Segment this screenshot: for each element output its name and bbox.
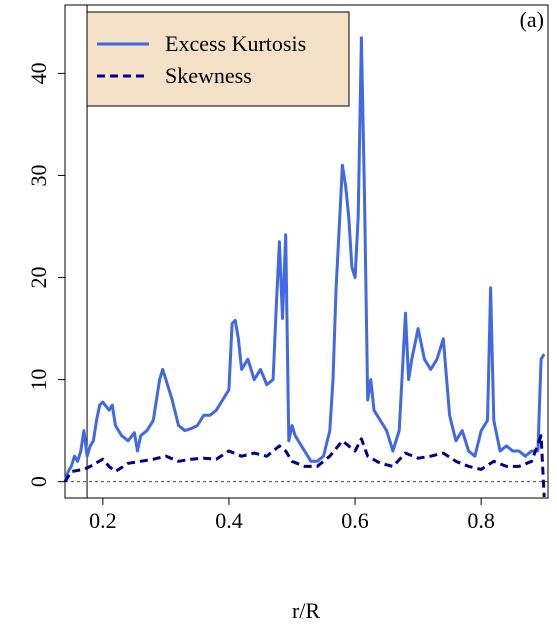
x-tick-label: 0.4 xyxy=(215,508,243,533)
legend-label: Excess Kurtosis xyxy=(165,31,306,56)
x-tick-label: 0.8 xyxy=(467,508,495,533)
y-tick-label: 0 xyxy=(26,476,51,487)
data-line xyxy=(63,36,546,483)
plot-frame xyxy=(64,4,549,499)
x-tick-label: 0.2 xyxy=(89,508,117,533)
y-tick-label: 10 xyxy=(26,369,51,391)
panel-label: (a) xyxy=(520,7,544,32)
legend-box xyxy=(86,11,350,107)
y-tick-label: 20 xyxy=(26,267,51,289)
x-axis-label: r/R xyxy=(292,598,320,623)
y-tick-label: 30 xyxy=(26,164,51,186)
x-tick-label: 0.6 xyxy=(341,508,369,533)
data-line xyxy=(63,434,546,498)
legend-label: Skewness xyxy=(165,63,252,88)
y-tick-label: 40 xyxy=(26,62,51,84)
